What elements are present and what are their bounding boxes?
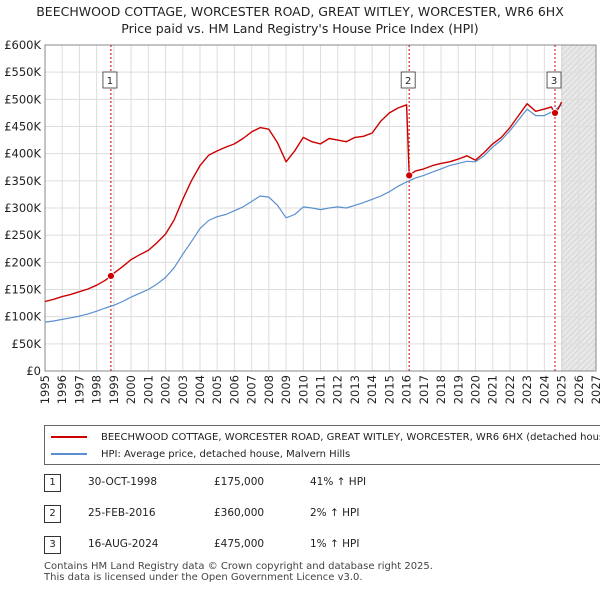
sale-label-number: 3 xyxy=(551,76,557,87)
x-tick-label: 1999 xyxy=(107,375,121,404)
x-tick-label: 2020 xyxy=(468,375,482,404)
x-tick-label: 1997 xyxy=(72,375,86,404)
x-tick-label: 2016 xyxy=(400,375,414,404)
x-tick-label: 2017 xyxy=(417,375,431,404)
x-tick-label: 2011 xyxy=(314,375,328,404)
y-tick-label: £300K xyxy=(4,201,41,215)
y-tick-label: £400K xyxy=(4,147,41,161)
x-tick-label: 2004 xyxy=(193,375,207,404)
x-tick-label: 2027 xyxy=(589,375,600,404)
sale-marker-badge: 3 xyxy=(44,536,61,554)
footer-copyright: Contains HM Land Registry data © Crown c… xyxy=(44,561,433,572)
sale-label-box xyxy=(102,71,118,89)
x-tick-label: 2018 xyxy=(434,375,448,404)
legend: BEECHWOOD COTTAGE, WORCESTER ROAD, GREAT… xyxy=(44,425,600,465)
y-tick-label: £0 xyxy=(26,364,41,378)
sale-price: £175,000 xyxy=(214,476,265,488)
legend-item-hpi: HPI: Average price, detached house, Malv… xyxy=(51,446,350,462)
hpi-line xyxy=(44,104,562,323)
x-tick-label: 2009 xyxy=(279,375,293,404)
footer-licence: This data is licensed under the Open Gov… xyxy=(44,572,363,583)
x-tick-label: 2012 xyxy=(331,375,345,404)
y-tick-label: £550K xyxy=(4,65,41,79)
x-tick-label: 2006 xyxy=(227,375,241,404)
x-tick-label: 2019 xyxy=(451,375,465,404)
x-tick-label: 2010 xyxy=(296,375,310,404)
x-tick-label: 2024 xyxy=(537,375,551,404)
legend-item-property: BEECHWOOD COTTAGE, WORCESTER ROAD, GREAT… xyxy=(51,429,600,445)
y-tick-label: £250K xyxy=(4,228,41,242)
sale-point-marker xyxy=(405,171,414,180)
sale-date: 30-OCT-1998 xyxy=(88,476,157,488)
x-tick-label: 2003 xyxy=(176,375,190,404)
x-tick-label: 2022 xyxy=(503,375,517,404)
sale-label-number: 1 xyxy=(107,76,113,87)
y-tick-label: £450K xyxy=(4,120,41,134)
y-tick-label: £100K xyxy=(4,310,41,324)
x-tick-label: 2002 xyxy=(159,375,173,404)
x-tick-label: 1996 xyxy=(55,375,69,404)
x-tick-label: 1998 xyxy=(90,375,104,404)
x-tick-label: 2005 xyxy=(210,375,224,404)
x-tick-label: 2000 xyxy=(124,375,138,404)
x-tick-label: 2023 xyxy=(520,375,534,404)
sale-hpi-change: 41% ↑ HPI xyxy=(310,476,367,488)
sale-date: 25-FEB-2016 xyxy=(88,507,156,519)
footer-attribution: Contains HM Land Registry data © Crown c… xyxy=(44,561,433,583)
y-tick-label: £600K xyxy=(4,38,41,52)
x-tick-label: 2008 xyxy=(262,375,276,404)
x-tick-label: 1995 xyxy=(38,375,52,404)
legend-label-hpi: HPI: Average price, detached house, Malv… xyxy=(101,448,351,460)
chart-title: BEECHWOOD COTTAGE, WORCESTER ROAD, GREAT… xyxy=(36,4,564,19)
y-tick-label: £350K xyxy=(4,174,41,188)
legend-label-property: BEECHWOOD COTTAGE, WORCESTER ROAD, GREAT… xyxy=(101,431,600,443)
sale-marker-badge: 1 xyxy=(44,474,61,492)
sale-hpi-change: 1% ↑ HPI xyxy=(310,538,360,550)
x-tick-label: 2013 xyxy=(348,375,362,404)
sale-point-marker xyxy=(551,109,559,117)
plot-frame xyxy=(44,44,597,372)
x-tick-label: 2015 xyxy=(382,375,396,404)
sale-label-box xyxy=(400,71,416,89)
sale-label-number: 2 xyxy=(405,76,411,87)
x-tick-label: 2025 xyxy=(555,375,569,404)
sale-point-marker xyxy=(107,272,115,280)
sale-label-box xyxy=(546,71,562,89)
y-tick-label: £150K xyxy=(4,283,41,297)
sale-price: £475,000 xyxy=(214,538,265,550)
price-chart: £0 £50K £100K £150K £200K £250K £300K £350K £400… xyxy=(4,38,600,404)
chart-subtitle: Price paid vs. HM Land Registry's House … xyxy=(121,21,479,36)
legend-swatch-hpi xyxy=(51,453,87,455)
y-tick-label: £200K xyxy=(4,255,41,269)
x-tick-label: 2014 xyxy=(365,375,379,404)
sale-price: £360,000 xyxy=(214,507,265,519)
sale-marker-badge: 2 xyxy=(44,505,61,523)
legend-swatch-property xyxy=(51,436,87,438)
sale-hpi-change: 2% ↑ HPI xyxy=(310,507,360,519)
y-tick-label: £500K xyxy=(4,92,41,106)
x-tick-label: 2007 xyxy=(245,375,259,404)
x-tick-label: 2021 xyxy=(486,375,500,404)
sale-date: 16-AUG-2024 xyxy=(88,538,159,550)
x-tick-label: 2026 xyxy=(572,375,586,404)
y-tick-label: £50K xyxy=(12,337,42,351)
property-price-line xyxy=(44,101,563,303)
x-tick-label: 2001 xyxy=(141,375,155,404)
